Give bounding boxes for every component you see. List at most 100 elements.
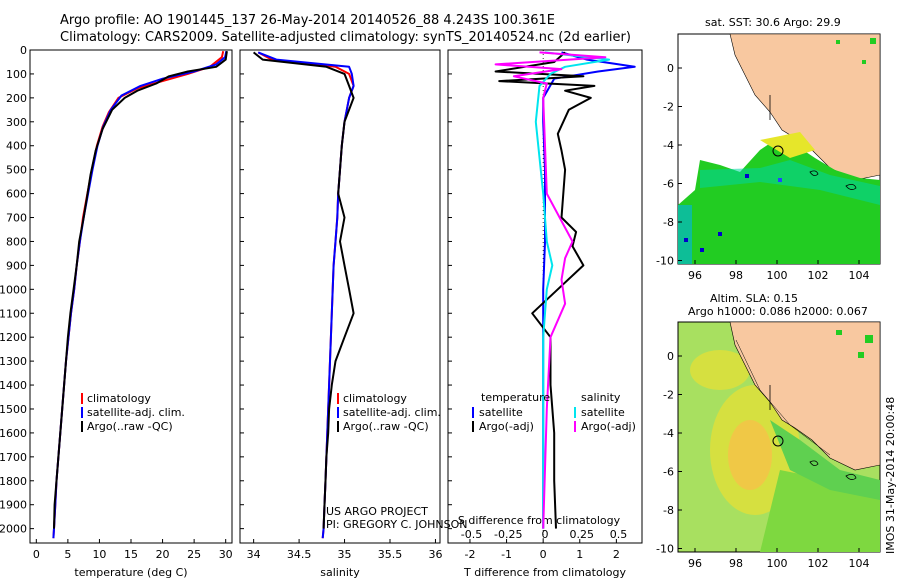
- temperature-xlabel: temperature (deg C): [74, 566, 187, 579]
- difference-panel: -2 -1 0 1 2 T difference from climatology S di…: [447, 49, 643, 579]
- sla-map-caption-2: Argo h1000: 0.086 h2000: 0.067: [688, 305, 868, 318]
- y-tick-label: 800: [6, 235, 27, 248]
- legend-entry: Argo(-adj): [581, 420, 636, 433]
- sst-argo-marker: [772, 145, 784, 157]
- series-argo-raw-qc-: [53, 51, 228, 529]
- imos-timestamp: IMOS 31-May-2014 20:00:48: [884, 396, 897, 554]
- sst-y-tick-label: 0: [667, 62, 674, 75]
- s-tick-label: 0.25: [569, 528, 594, 541]
- legend-entry: climatology: [343, 392, 407, 405]
- legend-entry: satellite: [479, 406, 523, 419]
- x-tick-label: 1: [576, 548, 583, 561]
- sla-y-tick-label: -2: [663, 389, 674, 402]
- legend-entry: satellite-adj. clim.: [343, 406, 441, 419]
- sla-map: [677, 321, 881, 553]
- x-tick-label: 25: [187, 548, 201, 561]
- legend-entry: Argo(-adj): [479, 420, 534, 433]
- salinity-xlabel: salinity: [320, 566, 360, 579]
- y-tick-label: 1500: [0, 403, 27, 416]
- s-tick-label: -0.25: [494, 528, 522, 541]
- series-s-satellite: [534, 51, 611, 529]
- sla-y-tick-label: -8: [663, 504, 674, 517]
- sst-y-tick-label: -10: [656, 255, 674, 268]
- plot-title-line1: Argo profile: AO 1901445_137 26-May-2014…: [60, 13, 555, 28]
- x-tick-label: 34.5: [287, 548, 312, 561]
- s-tick-label: -0.5: [461, 528, 482, 541]
- sst-sea-patch: [678, 135, 880, 264]
- x-tick-label: 35: [338, 548, 352, 561]
- sst-y-tick-label: -6: [663, 178, 674, 191]
- sst-x-tick-label: 100: [767, 269, 788, 282]
- y-tick-label: 1400: [0, 379, 27, 392]
- sla-map-caption-1: Altim. SLA: 0.15: [710, 292, 799, 305]
- x-tick-label: 10: [92, 548, 106, 561]
- credit-project: US ARGO PROJECT: [326, 505, 428, 518]
- y-tick-label: 400: [6, 140, 27, 153]
- sst-x-tick-label: 96: [688, 269, 702, 282]
- sst-y-tick-label: -2: [663, 101, 674, 114]
- y-tick-label: 0: [20, 44, 27, 57]
- y-tick-label: 300: [6, 116, 27, 129]
- y-tick-label: 1200: [0, 331, 27, 344]
- x-tick-label: 20: [156, 548, 170, 561]
- y-tick-label: 500: [6, 164, 27, 177]
- y-tick-label: 1300: [0, 355, 27, 368]
- x-tick-label: 34: [247, 548, 261, 561]
- y-tick-label: 200: [6, 92, 27, 105]
- legend-entry: climatology: [87, 392, 151, 405]
- x-tick-label: 36: [428, 548, 442, 561]
- legend-entry: satellite-adj. clim.: [87, 406, 185, 419]
- plot-title-line2: Climatology: CARS2009. Satellite-adjuste…: [60, 30, 631, 45]
- sla-x-tick-label: 104: [849, 557, 870, 570]
- sla-x-tick-label: 102: [808, 557, 829, 570]
- sla-y-tick-label: 0: [667, 350, 674, 363]
- legend-entry: Argo(..raw -QC): [87, 420, 173, 433]
- y-tick-label: 1600: [0, 427, 27, 440]
- sst-x-tick-label: 98: [729, 269, 743, 282]
- y-tick-label: 1900: [0, 499, 27, 512]
- x-tick-label: 0: [540, 548, 547, 561]
- sla-argo-marker: [772, 435, 784, 447]
- sla-y-tick-label: -10: [656, 543, 674, 556]
- y-tick-label: 700: [6, 212, 27, 225]
- y-tick-label: 100: [6, 68, 27, 81]
- y-tick-label: 1800: [0, 475, 27, 488]
- y-tick-label: 1700: [0, 451, 27, 464]
- credit-pi: PI: GREGORY C. JOHNSON: [326, 518, 468, 531]
- sst-x-tick-label: 104: [849, 269, 870, 282]
- legend-title-temperature: temperature: [481, 391, 550, 404]
- x-tick-label: 2: [613, 548, 620, 561]
- y-tick-label: 900: [6, 259, 27, 272]
- y-tick-label: 1000: [0, 283, 27, 296]
- x-tick-label: 5: [64, 548, 71, 561]
- sla-y-tick-label: -4: [663, 427, 674, 440]
- sst-y-tick-label: -8: [663, 216, 674, 229]
- sst-map-caption: sat. SST: 30.6 Argo: 29.9: [705, 16, 841, 29]
- s-tick-label: 0.5: [610, 528, 628, 541]
- x-tick-label: 15: [124, 548, 138, 561]
- x-tick-label: -2: [464, 548, 475, 561]
- y-tick-label: 1100: [0, 307, 27, 320]
- s-diff-xlabel: S difference from climatology: [458, 514, 621, 527]
- series-argo-raw-qc-: [252, 51, 355, 529]
- sst-x-tick-label: 102: [808, 269, 829, 282]
- sst-map: [677, 33, 881, 265]
- salinity-frame: [239, 49, 441, 544]
- legend-entry: satellite: [581, 406, 625, 419]
- x-tick-label: -1: [501, 548, 512, 561]
- sla-land: [729, 322, 880, 471]
- sla-y-tick-label: -6: [663, 466, 674, 479]
- sst-y-tick-label: -4: [663, 139, 674, 152]
- series-s-argo-adj-: [494, 51, 607, 529]
- sla-x-tick-label: 98: [729, 557, 743, 570]
- legend-title-salinity: salinity: [581, 391, 621, 404]
- temperature-frame: [29, 49, 233, 544]
- y-tick-label: 2000: [0, 523, 27, 536]
- temperature-panel: 0100200300400500600700800900100011001200…: [0, 44, 233, 579]
- s-tick-label: 0: [542, 528, 549, 541]
- sla-x-tick-label: 96: [688, 557, 702, 570]
- difference-xlabel: T difference from climatology: [463, 566, 626, 579]
- legend-entry: Argo(..raw -QC): [343, 420, 429, 433]
- x-tick-label: 30: [219, 548, 233, 561]
